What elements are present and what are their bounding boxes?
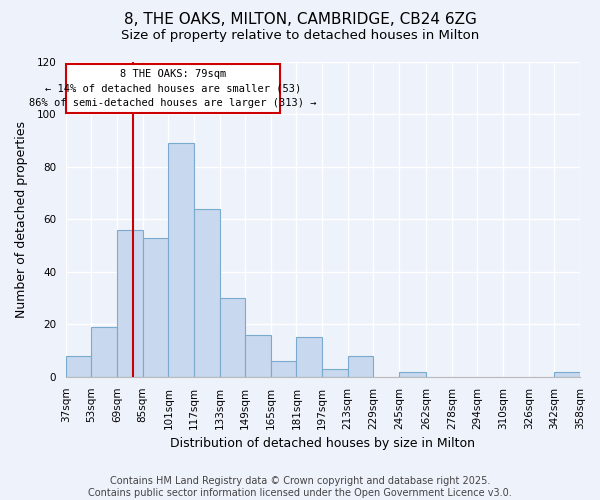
FancyBboxPatch shape — [66, 64, 280, 112]
Bar — [245, 335, 271, 377]
Bar — [194, 208, 220, 377]
Bar — [66, 356, 91, 377]
Bar — [296, 338, 322, 377]
Text: Size of property relative to detached houses in Milton: Size of property relative to detached ho… — [121, 29, 479, 42]
Bar — [271, 361, 296, 377]
Bar — [348, 356, 373, 377]
Bar — [220, 298, 245, 377]
Text: 8, THE OAKS, MILTON, CAMBRIDGE, CB24 6ZG: 8, THE OAKS, MILTON, CAMBRIDGE, CB24 6ZG — [124, 12, 476, 28]
Bar — [399, 372, 426, 377]
Text: Contains HM Land Registry data © Crown copyright and database right 2025.
Contai: Contains HM Land Registry data © Crown c… — [88, 476, 512, 498]
Bar — [169, 143, 194, 377]
Bar — [143, 238, 169, 377]
Bar — [117, 230, 143, 377]
Bar — [322, 369, 348, 377]
Y-axis label: Number of detached properties: Number of detached properties — [15, 120, 28, 318]
X-axis label: Distribution of detached houses by size in Milton: Distribution of detached houses by size … — [170, 437, 475, 450]
Bar — [554, 372, 580, 377]
Bar — [91, 327, 117, 377]
Text: 8 THE OAKS: 79sqm
← 14% of detached houses are smaller (53)
86% of semi-detached: 8 THE OAKS: 79sqm ← 14% of detached hous… — [29, 68, 317, 108]
